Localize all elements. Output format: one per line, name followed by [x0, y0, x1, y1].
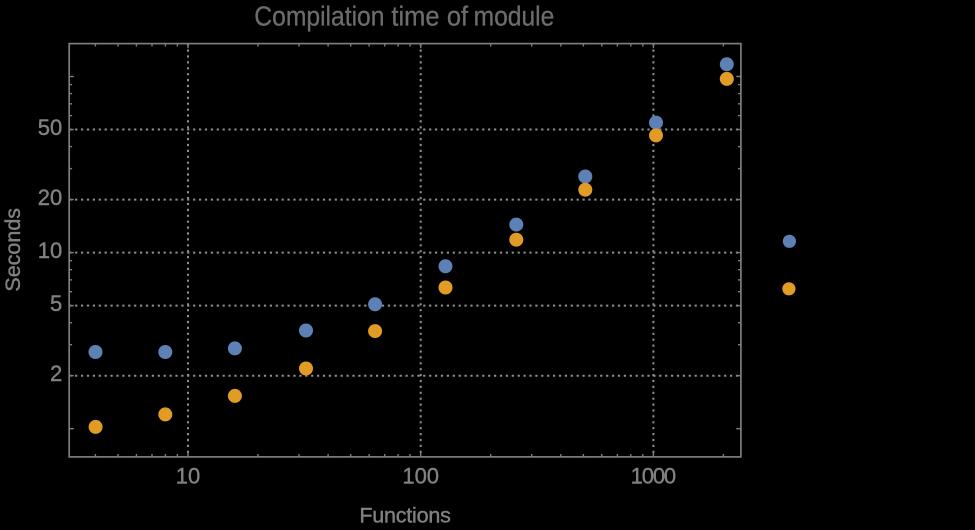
svg-text:20: 20 [38, 185, 62, 210]
svg-text:10: 10 [176, 463, 200, 488]
svg-text:Functions: Functions [359, 504, 451, 526]
svg-text:Seconds: Seconds [1, 208, 25, 292]
svg-text:Compilation: Compilation [254, 1, 384, 32]
svg-text:5: 5 [50, 291, 62, 316]
svg-text:2: 2 [50, 361, 62, 386]
svg-text:module: module [474, 1, 555, 32]
svg-text:1000: 1000 [631, 463, 677, 488]
svg-text:10: 10 [38, 238, 62, 263]
svg-text:100: 100 [402, 463, 439, 488]
svg-text:time: time [391, 1, 439, 32]
svg-text:of: of [447, 1, 469, 32]
svg-text:50: 50 [38, 115, 62, 140]
